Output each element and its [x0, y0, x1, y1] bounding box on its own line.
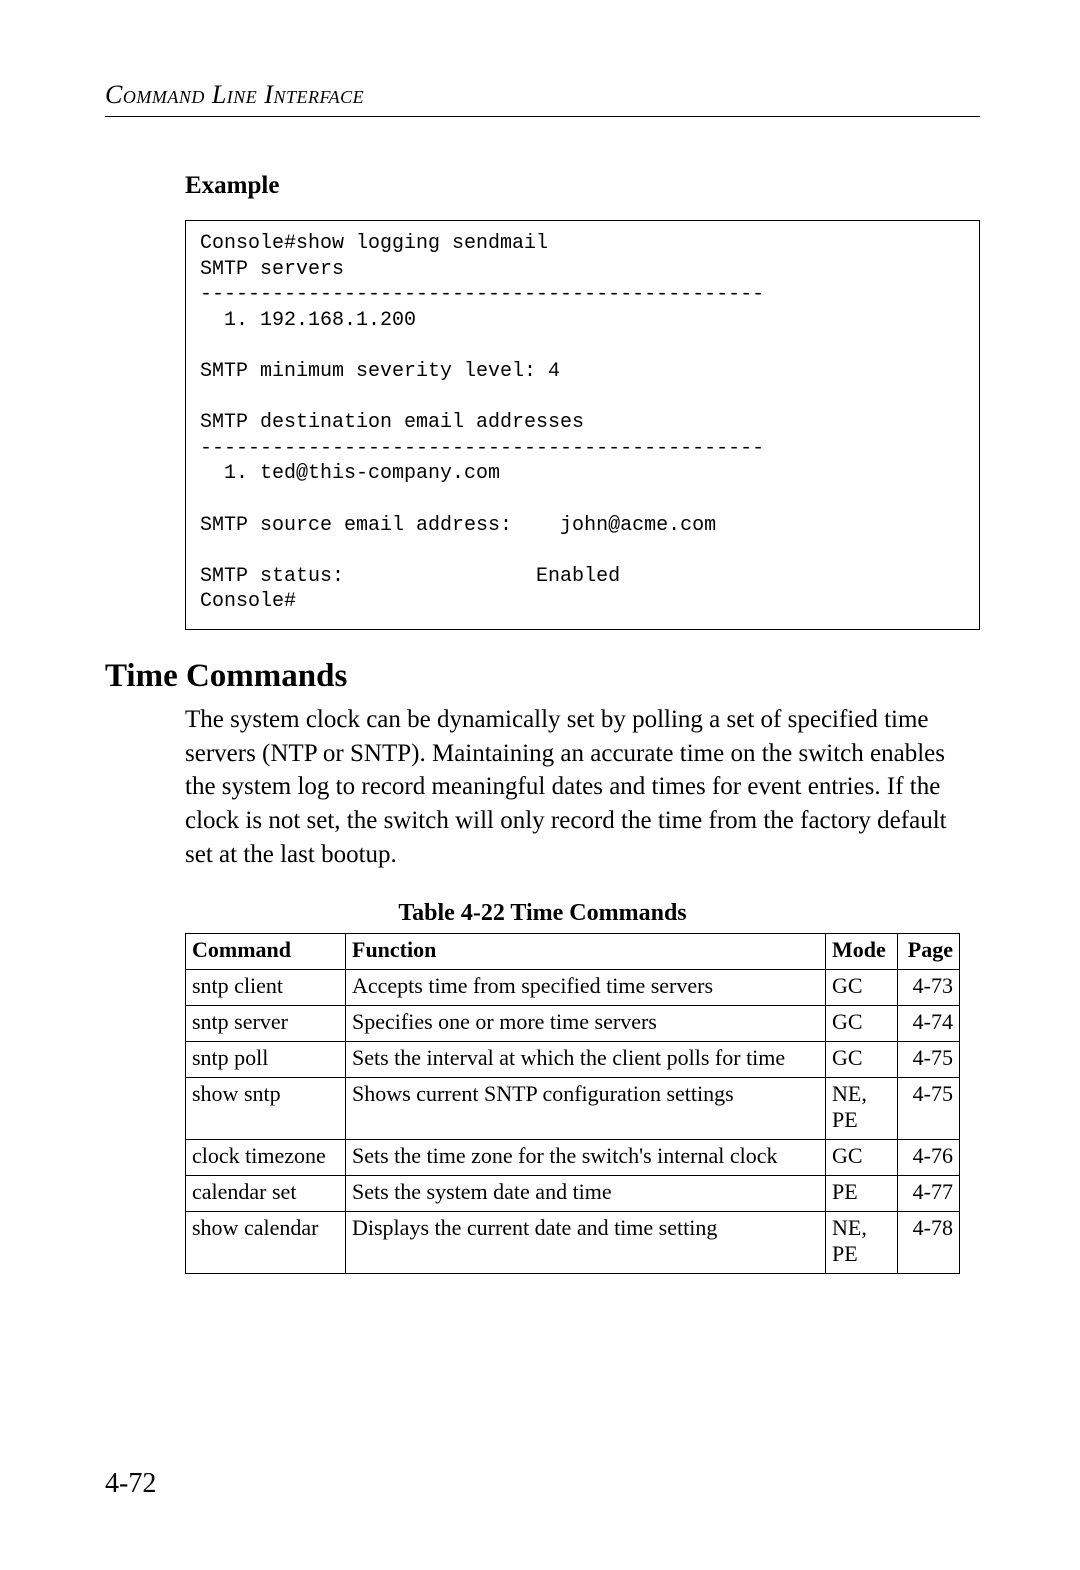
cell-function: Accepts time from specified time servers	[346, 969, 826, 1005]
cell-mode: GC	[826, 1005, 898, 1041]
cell-function: Sets the time zone for the switch's inte…	[346, 1139, 826, 1175]
console-output-box: Console#show logging sendmail SMTP serve…	[185, 220, 980, 630]
cell-command: show sntp	[186, 1077, 346, 1139]
header-rule	[105, 116, 980, 117]
cell-command: sntp poll	[186, 1041, 346, 1077]
cell-page: 4-75	[898, 1041, 960, 1077]
running-header: Command Line Interface	[105, 80, 980, 110]
table-row: show calendar Displays the current date …	[186, 1211, 960, 1273]
cell-command: clock timezone	[186, 1139, 346, 1175]
table-row: sntp server Specifies one or more time s…	[186, 1005, 960, 1041]
cell-page: 4-74	[898, 1005, 960, 1041]
table-row: calendar set Sets the system date and ti…	[186, 1175, 960, 1211]
table-row: sntp poll Sets the interval at which the…	[186, 1041, 960, 1077]
cell-page: 4-75	[898, 1077, 960, 1139]
col-header-function: Function	[346, 933, 826, 969]
cell-command: calendar set	[186, 1175, 346, 1211]
table-row: clock timezone Sets the time zone for th…	[186, 1139, 960, 1175]
col-header-command: Command	[186, 933, 346, 969]
cell-page: 4-77	[898, 1175, 960, 1211]
cell-mode: GC	[826, 969, 898, 1005]
section-heading-time-commands: Time Commands	[105, 658, 980, 695]
table-header-row: Command Function Mode Page	[186, 933, 960, 969]
time-commands-table: Command Function Mode Page sntp client A…	[185, 933, 960, 1274]
page-number: 4-72	[105, 1468, 156, 1500]
table-row: show sntp Shows current SNTP configurati…	[186, 1077, 960, 1139]
cell-function: Shows current SNTP configuration setting…	[346, 1077, 826, 1139]
cell-command: sntp server	[186, 1005, 346, 1041]
cell-mode: GC	[826, 1041, 898, 1077]
cell-mode: PE	[826, 1175, 898, 1211]
cell-command: sntp client	[186, 969, 346, 1005]
cell-page: 4-78	[898, 1211, 960, 1273]
cell-function: Displays the current date and time setti…	[346, 1211, 826, 1273]
col-header-mode: Mode	[826, 933, 898, 969]
table-caption: Table 4-22 Time Commands	[105, 900, 980, 927]
cell-command: show calendar	[186, 1211, 346, 1273]
cell-function: Specifies one or more time servers	[346, 1005, 826, 1041]
cell-function: Sets the system date and time	[346, 1175, 826, 1211]
example-heading: Example	[185, 172, 980, 200]
cell-page: 4-73	[898, 969, 960, 1005]
cell-mode: NE, PE	[826, 1077, 898, 1139]
cell-page: 4-76	[898, 1139, 960, 1175]
table-row: sntp client Accepts time from specified …	[186, 969, 960, 1005]
col-header-page: Page	[898, 933, 960, 969]
cell-mode: GC	[826, 1139, 898, 1175]
cell-function: Sets the interval at which the client po…	[346, 1041, 826, 1077]
cell-mode: NE, PE	[826, 1211, 898, 1273]
section-paragraph: The system clock can be dynamically set …	[185, 703, 980, 872]
page: Command Line Interface Example Console#s…	[0, 0, 1080, 1570]
